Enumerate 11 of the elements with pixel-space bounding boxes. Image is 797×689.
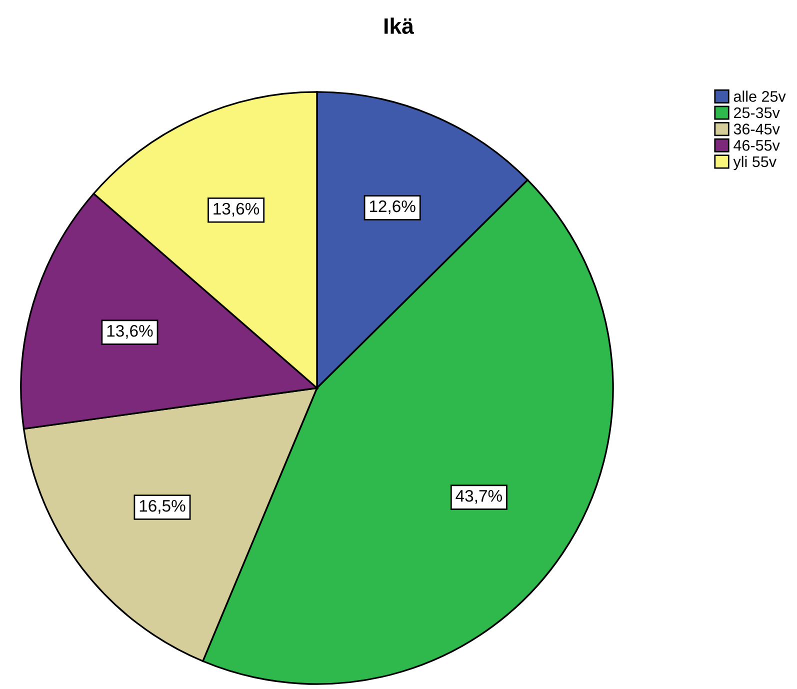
data-label: 43,7% bbox=[456, 490, 502, 504]
data-label: 13,6% bbox=[107, 324, 153, 339]
legend-label: 36-45v bbox=[734, 124, 780, 134]
data-label: 16,5% bbox=[140, 500, 186, 514]
chart-title: Ikä bbox=[384, 18, 414, 34]
legend-label: alle 25v bbox=[734, 90, 786, 102]
legend-label: 25-35v bbox=[734, 107, 780, 118]
data-label: 12,6% bbox=[370, 200, 416, 214]
legend-label: 46-55v bbox=[734, 140, 780, 151]
data-label: 13,6% bbox=[214, 202, 260, 217]
legend-label: yli 55v bbox=[733, 156, 776, 170]
